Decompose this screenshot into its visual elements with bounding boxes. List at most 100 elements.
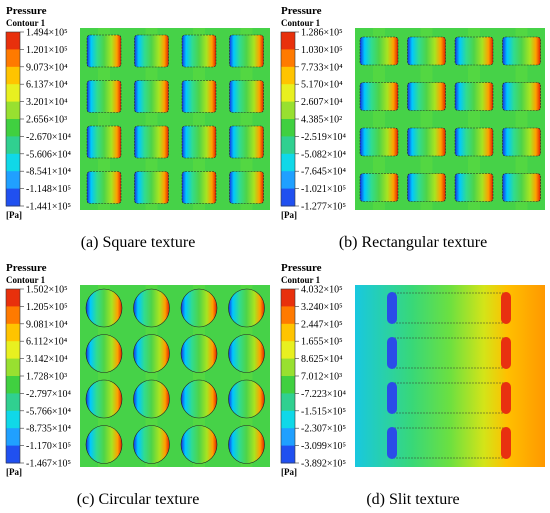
texture: [229, 80, 264, 113]
slit-low: [387, 292, 397, 324]
color-band: [6, 136, 20, 155]
color-band: [281, 119, 295, 137]
color-band: [281, 84, 295, 103]
color-band: [281, 323, 295, 342]
level-label: -5.082×10⁴: [301, 149, 346, 160]
texture: [502, 82, 541, 111]
texture: [181, 125, 217, 159]
level-label: 8.625×10⁴: [301, 354, 343, 365]
level-label: 1.286×10⁵: [301, 28, 343, 39]
level-label: 1.030×10⁵: [301, 45, 343, 56]
texture: [228, 379, 265, 419]
level-label: 1.201×10⁵: [26, 45, 68, 56]
level-label: -1.467×10⁵: [26, 459, 71, 470]
color-band: [6, 188, 20, 207]
level-label: 9.081×10⁴: [26, 319, 68, 330]
level-label: 2.656×10³: [26, 115, 67, 126]
texture: [228, 425, 265, 464]
texture: [407, 82, 446, 111]
color-band: [6, 323, 20, 342]
level-label: 3.240×10⁵: [301, 302, 343, 313]
level-label: 6.112×10⁴: [26, 337, 68, 348]
level-label: -8.735×10⁴: [26, 424, 71, 435]
slit-high: [501, 292, 511, 324]
texture: [85, 379, 123, 419]
color-band: [281, 410, 295, 429]
unit-label: [Pa]: [6, 467, 22, 477]
legend-title: Pressure: [281, 5, 322, 17]
color-band: [281, 188, 295, 207]
contour-background: [355, 285, 545, 467]
level-label: 3.201×10⁴: [26, 97, 68, 108]
level-label: -3.099×10⁵: [301, 441, 346, 452]
color-band: [281, 393, 295, 412]
caption: (a) Square texture: [81, 234, 196, 251]
level-label: -1.021×10⁵: [301, 184, 346, 195]
slit-high: [501, 427, 511, 459]
color-band: [6, 84, 20, 103]
color-band: [6, 341, 20, 360]
color-band: [281, 445, 295, 464]
texture: [134, 80, 169, 113]
level-label: 6.137×10⁴: [26, 80, 68, 91]
color-band: [6, 289, 20, 307]
contour-band: [240, 28, 253, 210]
contour-band: [145, 285, 158, 467]
color-band: [6, 153, 20, 172]
color-band: [281, 32, 295, 50]
texture: [407, 127, 446, 157]
unit-label: [Pa]: [281, 467, 297, 477]
texture: [134, 171, 169, 204]
texture: [228, 288, 265, 328]
level-label: -2.670×10⁴: [26, 132, 71, 143]
contour-band: [373, 28, 385, 210]
color-band: [6, 119, 20, 137]
contour-band: [98, 28, 110, 210]
slit-low: [387, 427, 397, 459]
level-label: 1.205×10⁵: [26, 302, 68, 313]
level-label: -1.277×10⁵: [301, 202, 346, 213]
legend-subtitle: Contour 1: [6, 18, 46, 28]
texture: [133, 425, 170, 464]
texture: [454, 173, 494, 202]
level-label: 3.142×10⁴: [26, 354, 68, 365]
level-label: -2.307×10⁵: [301, 424, 346, 435]
texture: [359, 36, 399, 66]
level-label: -1.441×10⁵: [26, 202, 71, 213]
color-band: [6, 393, 20, 412]
color-band: [6, 32, 20, 50]
texture: [85, 425, 123, 464]
legend-title: Pressure: [6, 5, 47, 17]
slit-low: [387, 337, 397, 369]
color-band: [281, 49, 295, 68]
slit-low: [387, 382, 397, 414]
level-label: 9.073×10⁴: [26, 62, 68, 73]
contour-band: [98, 285, 110, 467]
level-label: 1.655×10⁵: [301, 337, 343, 348]
contour-band: [240, 285, 253, 467]
texture: [133, 334, 170, 373]
level-label: 7.733×10⁴: [301, 62, 343, 73]
level-label: -5.766×10⁴: [26, 406, 71, 417]
level-label: 2.447×10⁵: [301, 319, 343, 330]
caption: (d) Slit texture: [366, 491, 459, 508]
contour-band: [145, 28, 158, 210]
texture: [180, 288, 218, 328]
texture: [454, 127, 494, 157]
level-label: 7.012×10³: [301, 372, 342, 383]
texture: [359, 173, 399, 202]
level-label: -5.606×10⁴: [26, 149, 71, 160]
color-band: [281, 358, 295, 377]
texture: [502, 36, 541, 66]
level-label: -8.541×10⁴: [26, 167, 71, 178]
texture: [229, 125, 264, 159]
color-band: [6, 101, 20, 120]
texture: [133, 288, 170, 328]
level-label: -2.519×10⁴: [301, 132, 346, 143]
texture: [181, 34, 217, 68]
color-band: [6, 66, 20, 85]
